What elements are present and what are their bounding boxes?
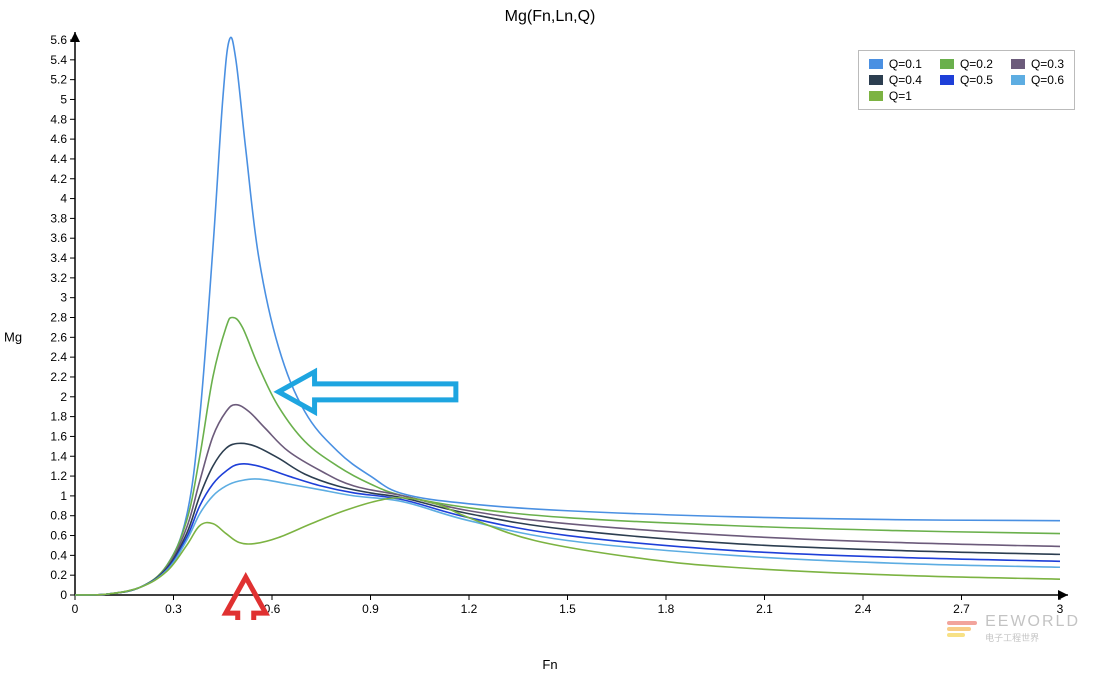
chart-plot-area: 00.30.60.91.21.51.82.12.42.7300.20.40.60… (50, 30, 1080, 620)
watermark-bar (947, 627, 971, 631)
svg-text:0.8: 0.8 (50, 509, 67, 523)
svg-text:2.6: 2.6 (50, 330, 67, 344)
y-axis-label: Mg (4, 330, 22, 345)
legend-box: Q=0.1 Q=0.2 Q=0.3 Q=0.4 Q=0.5 Q=0.6 Q=1 (858, 50, 1075, 110)
legend-item: Q=0.5 (940, 73, 993, 87)
svg-text:1.2: 1.2 (50, 469, 67, 483)
svg-text:2.4: 2.4 (50, 350, 67, 364)
legend-label: Q=0.4 (889, 73, 922, 87)
legend-item: Q=0.4 (869, 73, 922, 87)
svg-text:2.8: 2.8 (50, 311, 67, 325)
svg-text:4.6: 4.6 (50, 132, 67, 146)
svg-text:1.4: 1.4 (50, 449, 67, 463)
svg-text:3: 3 (60, 291, 67, 305)
chart-title: Mg(Fn,Ln,Q) (0, 8, 1100, 26)
legend-label: Q=0.5 (960, 73, 993, 87)
svg-text:1.6: 1.6 (50, 429, 67, 443)
svg-text:5.6: 5.6 (50, 33, 67, 47)
curve-Q=0.1 (75, 37, 1060, 595)
svg-text:1.5: 1.5 (559, 602, 576, 616)
watermark-text: EEWORLD (985, 613, 1080, 631)
blue-left-arrow (279, 372, 456, 412)
svg-text:5.4: 5.4 (50, 53, 67, 67)
svg-text:1.2: 1.2 (461, 602, 478, 616)
curve-Q=0.3 (75, 405, 1060, 595)
svg-text:2.4: 2.4 (855, 602, 872, 616)
svg-text:2: 2 (60, 390, 67, 404)
legend-swatch (869, 59, 883, 69)
legend-swatch (869, 91, 883, 101)
svg-text:0: 0 (60, 588, 67, 602)
legend-swatch (940, 75, 954, 85)
svg-text:4: 4 (60, 192, 67, 206)
svg-text:4.4: 4.4 (50, 152, 67, 166)
legend-label: Q=0.1 (889, 57, 922, 71)
legend-swatch (869, 75, 883, 85)
legend-label: Q=0.2 (960, 57, 993, 71)
svg-text:2.2: 2.2 (50, 370, 67, 384)
svg-text:1.8: 1.8 (658, 602, 675, 616)
legend-swatch (1011, 59, 1025, 69)
legend-swatch (940, 59, 954, 69)
svg-text:0.3: 0.3 (165, 602, 182, 616)
legend-label: Q=1 (889, 89, 912, 103)
legend-item: Q=0.1 (869, 57, 922, 71)
legend-label: Q=0.3 (1031, 57, 1064, 71)
red-up-arrow (226, 577, 266, 620)
watermark: EEWORLD 电子工程世界 (947, 613, 1080, 644)
curve-Q=1 (75, 498, 1060, 595)
svg-text:3.4: 3.4 (50, 251, 67, 265)
svg-text:3.8: 3.8 (50, 211, 67, 225)
curve-Q=0.2 (75, 317, 1060, 595)
svg-text:0.9: 0.9 (362, 602, 379, 616)
watermark-bar (947, 633, 965, 637)
svg-text:1.8: 1.8 (50, 410, 67, 424)
svg-text:3.2: 3.2 (50, 271, 67, 285)
watermark-bar (947, 621, 977, 625)
legend-swatch (1011, 75, 1025, 85)
svg-text:1: 1 (60, 489, 67, 503)
svg-text:2.1: 2.1 (756, 602, 773, 616)
legend-item: Q=0.3 (1011, 57, 1064, 71)
curve-Q=0.6 (75, 479, 1060, 595)
legend-item: Q=0.2 (940, 57, 993, 71)
watermark-subtext: 电子工程世界 (985, 631, 1080, 644)
svg-text:0: 0 (72, 602, 79, 616)
legend-item: Q=0.6 (1011, 73, 1064, 87)
x-axis-label: Fn (542, 657, 557, 672)
svg-text:0.4: 0.4 (50, 548, 67, 562)
svg-text:4.2: 4.2 (50, 172, 67, 186)
legend-item: Q=1 (869, 89, 922, 103)
legend-label: Q=0.6 (1031, 73, 1064, 87)
svg-text:5.2: 5.2 (50, 73, 67, 87)
svg-text:0.6: 0.6 (50, 529, 67, 543)
svg-text:3.6: 3.6 (50, 231, 67, 245)
svg-text:0.2: 0.2 (50, 568, 67, 582)
svg-text:4.8: 4.8 (50, 112, 67, 126)
svg-text:5: 5 (60, 92, 67, 106)
